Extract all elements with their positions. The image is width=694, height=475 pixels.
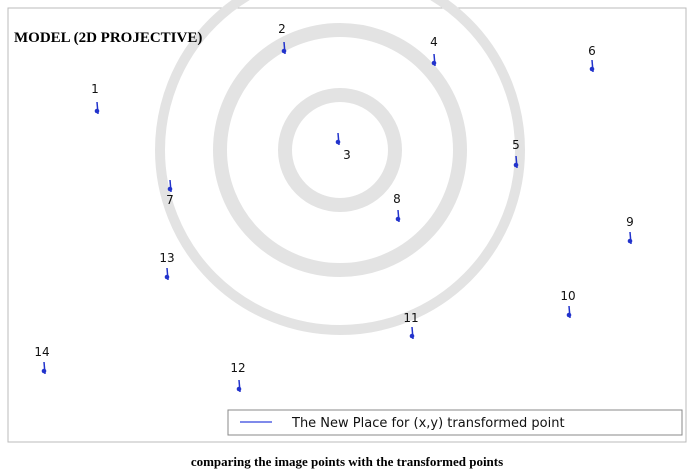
watermark bbox=[155, 0, 525, 335]
point-marker bbox=[236, 386, 242, 392]
caption: comparing the image points with the tran… bbox=[191, 454, 503, 469]
point-label: 7 bbox=[166, 193, 174, 207]
point-label: 14 bbox=[34, 345, 49, 359]
point-label: 1 bbox=[91, 82, 99, 96]
chart-title: MODEL (2D PROJECTIVE) bbox=[14, 30, 202, 46]
point-marker bbox=[164, 274, 170, 280]
point-marker bbox=[431, 60, 437, 66]
plot-frame bbox=[7, 7, 687, 443]
point-label: 2 bbox=[278, 22, 286, 36]
point-marker bbox=[167, 186, 173, 192]
legend-text: The New Place for (x,y) transformed poin… bbox=[291, 416, 565, 431]
point-label: 5 bbox=[512, 138, 520, 152]
point-marker bbox=[513, 162, 519, 168]
point-marker bbox=[395, 216, 401, 222]
point-label: 12 bbox=[230, 361, 245, 375]
point-label: 3 bbox=[343, 148, 351, 162]
point-label: 11 bbox=[403, 311, 418, 325]
point-label: 13 bbox=[159, 251, 174, 265]
point-label: 6 bbox=[588, 44, 596, 58]
point-marker bbox=[627, 238, 633, 244]
point-marker bbox=[94, 108, 100, 114]
point-marker bbox=[409, 333, 415, 339]
point-marker bbox=[335, 139, 341, 145]
point-marker bbox=[281, 48, 287, 54]
point-label: 10 bbox=[560, 289, 575, 303]
point-label: 8 bbox=[393, 192, 401, 206]
legend-box bbox=[227, 409, 683, 436]
point-marker bbox=[41, 368, 47, 374]
point-marker bbox=[566, 312, 572, 318]
point-marker bbox=[589, 66, 595, 72]
point-label: 4 bbox=[430, 35, 438, 49]
point-label: 9 bbox=[626, 215, 634, 229]
